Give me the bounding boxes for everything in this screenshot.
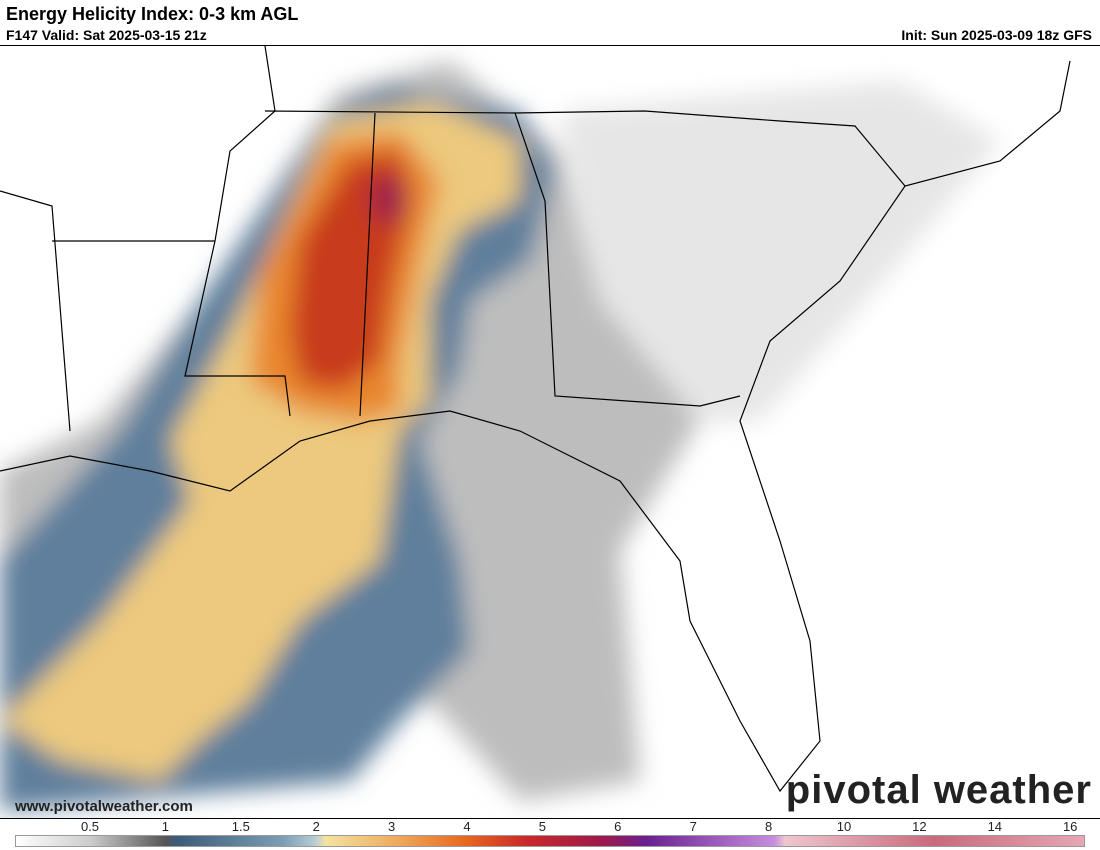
colorbar-label: 0.5 xyxy=(80,819,100,834)
field xyxy=(0,61,1000,811)
watermark: www.pivotalweather.com xyxy=(15,798,193,815)
colorbar-label: 1.5 xyxy=(231,819,250,834)
colorbar-label: 12 xyxy=(912,819,927,834)
colorbar-label: 7 xyxy=(689,819,697,834)
colorbar-label: 5 xyxy=(538,819,547,834)
coastline xyxy=(0,60,1071,793)
boundary xyxy=(0,190,71,432)
dark-red xyxy=(370,171,410,226)
colorbar xyxy=(15,835,1085,847)
colorbar-label: 2 xyxy=(312,819,320,834)
logo: pivotal weather xyxy=(785,768,1092,812)
boundary xyxy=(514,110,906,187)
colorbar-label: 6 xyxy=(614,819,622,834)
boundary xyxy=(359,112,376,417)
boundary xyxy=(264,110,741,407)
colorbar-label: 16 xyxy=(1062,819,1078,834)
valid-time: F147 Valid: Sat 2025-03-15 21z xyxy=(6,27,207,43)
colorbar-label: 4 xyxy=(463,819,471,834)
light-gray xyxy=(560,81,1000,421)
colorbar-label: 8 xyxy=(764,819,773,834)
boundaries xyxy=(0,46,1071,793)
colorbar-label: 1 xyxy=(161,819,170,834)
colorbar-label: 14 xyxy=(987,819,1003,834)
colorbar-label: 3 xyxy=(387,819,396,834)
init-time: Init: Sun 2025-03-09 18z GFS xyxy=(901,27,1092,43)
title: Energy Helicity Index: 0-3 km AGL xyxy=(6,4,299,24)
map xyxy=(0,45,1100,819)
colorbar-label: 10 xyxy=(836,819,852,834)
